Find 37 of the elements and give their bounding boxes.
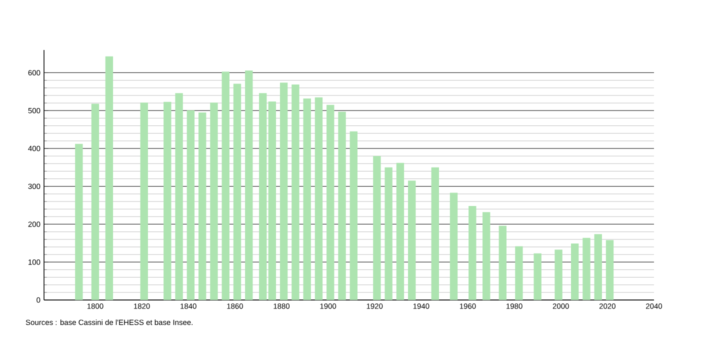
bar	[450, 192, 458, 300]
bar	[384, 167, 392, 300]
bar	[582, 238, 590, 300]
bar	[198, 112, 206, 300]
bar	[326, 104, 334, 300]
bar	[259, 93, 267, 300]
bar	[350, 131, 358, 300]
bar	[408, 180, 416, 300]
bar	[431, 167, 439, 300]
bar	[245, 70, 253, 300]
bar	[292, 84, 300, 300]
bar	[268, 102, 276, 300]
bar	[233, 84, 242, 300]
bar	[314, 97, 323, 300]
bar	[498, 226, 507, 300]
bar	[396, 162, 404, 300]
bar	[468, 206, 476, 300]
bar	[105, 56, 114, 300]
bar	[594, 234, 602, 300]
bar	[175, 93, 183, 300]
bar	[140, 102, 148, 300]
bar	[222, 72, 230, 300]
bar	[515, 246, 523, 300]
bar	[75, 144, 83, 300]
bar	[303, 98, 311, 300]
bar	[186, 110, 195, 300]
bar	[554, 250, 562, 300]
bar	[164, 102, 172, 300]
bar	[91, 104, 100, 300]
bar	[606, 240, 614, 300]
bar	[534, 253, 542, 300]
bar	[482, 212, 490, 300]
bar	[338, 112, 346, 300]
bar	[570, 244, 579, 300]
bar	[210, 102, 218, 300]
bar	[373, 156, 381, 300]
bar	[280, 82, 288, 300]
